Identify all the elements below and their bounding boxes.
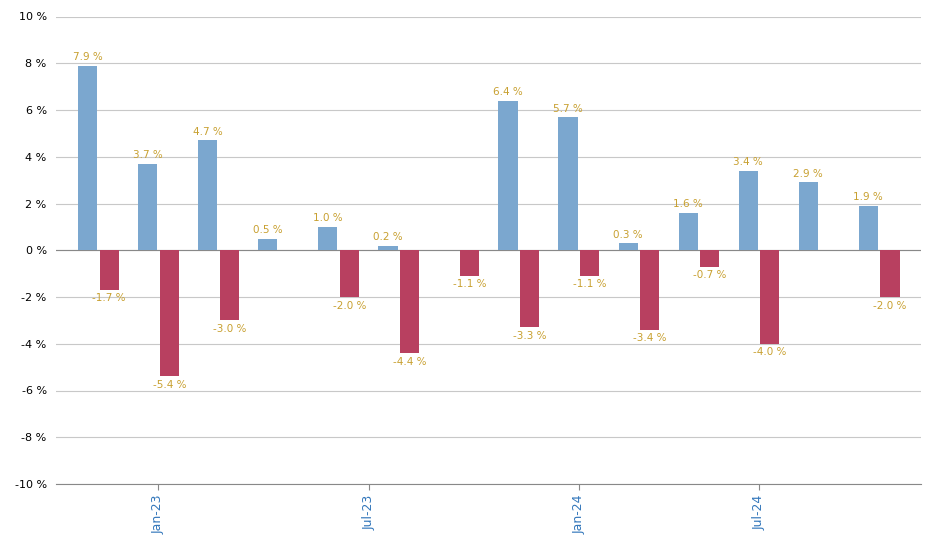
- Text: 2.9 %: 2.9 %: [793, 169, 823, 179]
- Bar: [498, 101, 518, 250]
- Bar: [78, 65, 97, 250]
- Text: 0.2 %: 0.2 %: [373, 232, 402, 242]
- Bar: [799, 183, 818, 250]
- Bar: [160, 250, 179, 377]
- Text: 1.0 %: 1.0 %: [313, 213, 343, 223]
- Text: -5.4 %: -5.4 %: [152, 380, 186, 390]
- Bar: [378, 245, 398, 250]
- Bar: [558, 117, 578, 250]
- Bar: [100, 250, 118, 290]
- Bar: [319, 227, 337, 250]
- Text: -1.1 %: -1.1 %: [573, 279, 606, 289]
- Bar: [198, 140, 217, 250]
- Bar: [340, 250, 359, 297]
- Text: 0.5 %: 0.5 %: [253, 225, 283, 235]
- Text: 7.9 %: 7.9 %: [72, 52, 102, 62]
- Text: -3.0 %: -3.0 %: [212, 324, 246, 334]
- Text: -3.4 %: -3.4 %: [633, 333, 666, 343]
- Bar: [859, 206, 878, 250]
- Bar: [220, 250, 239, 320]
- Text: -2.0 %: -2.0 %: [873, 300, 907, 311]
- Text: -2.0 %: -2.0 %: [333, 300, 367, 311]
- Bar: [258, 239, 277, 250]
- Text: -4.0 %: -4.0 %: [753, 347, 787, 358]
- Text: 6.4 %: 6.4 %: [494, 87, 523, 97]
- Bar: [460, 250, 479, 276]
- Bar: [679, 213, 697, 250]
- Bar: [739, 170, 758, 250]
- Text: -4.4 %: -4.4 %: [393, 356, 426, 367]
- Bar: [400, 250, 419, 353]
- Bar: [520, 250, 540, 327]
- Bar: [700, 250, 719, 267]
- Bar: [580, 250, 600, 276]
- Text: -1.1 %: -1.1 %: [453, 279, 486, 289]
- Text: -1.7 %: -1.7 %: [92, 294, 126, 304]
- Text: 3.7 %: 3.7 %: [133, 150, 163, 160]
- Bar: [619, 243, 637, 250]
- Text: 1.6 %: 1.6 %: [673, 199, 703, 210]
- Bar: [640, 250, 659, 329]
- Text: 1.9 %: 1.9 %: [854, 192, 884, 202]
- Text: -3.3 %: -3.3 %: [513, 331, 546, 341]
- Text: 0.3 %: 0.3 %: [613, 230, 643, 240]
- Text: 5.7 %: 5.7 %: [554, 103, 583, 113]
- Bar: [138, 164, 157, 250]
- Text: 3.4 %: 3.4 %: [733, 157, 763, 167]
- Text: -0.7 %: -0.7 %: [693, 270, 727, 280]
- Bar: [760, 250, 779, 344]
- Bar: [881, 250, 900, 297]
- Text: 4.7 %: 4.7 %: [193, 127, 223, 137]
